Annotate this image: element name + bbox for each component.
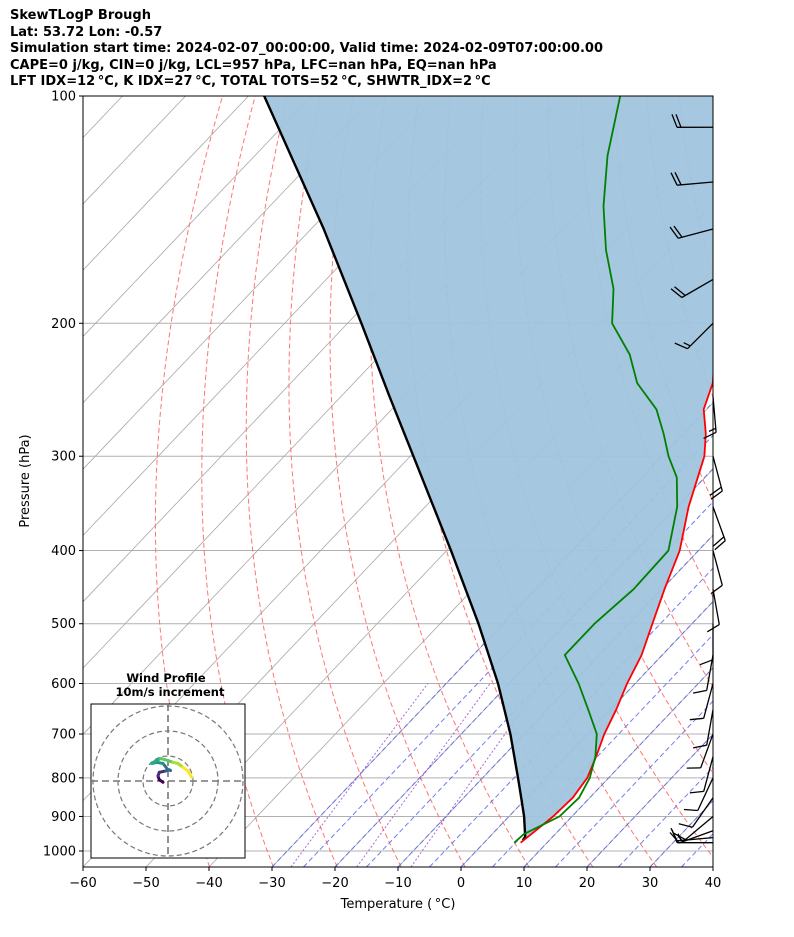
y-tick-label: 900 <box>51 810 76 825</box>
dry-adiabat-line <box>711 96 713 109</box>
dry-adiabat-line <box>154 96 224 867</box>
x-tick-label: 10 <box>516 876 533 891</box>
wind-barb <box>692 709 714 749</box>
wind-barb <box>669 225 714 239</box>
dry-adiabat-line <box>329 96 466 867</box>
x-tick-label: −10 <box>384 876 411 891</box>
moist-adiabat-line <box>303 434 713 867</box>
x-tick-label: −60 <box>69 876 96 891</box>
y-axis-label: Pressure (hPa) <box>18 434 33 527</box>
isotherm-line <box>83 96 438 470</box>
parcel-profile-line <box>263 96 527 841</box>
x-tick-label: −20 <box>321 876 348 891</box>
x-tick-label: 30 <box>642 876 659 891</box>
wind-barb <box>683 777 714 812</box>
dry-adiabat-line <box>369 96 530 867</box>
wind-profile-inset: Wind Profile 10m/s increment <box>90 671 246 859</box>
inset-subtitle: 10m/s increment <box>116 685 225 699</box>
moist-adiabat-line <box>460 600 713 867</box>
wind-barb <box>689 756 714 794</box>
wind-barb <box>670 172 714 186</box>
x-tick-label: 0 <box>457 876 465 891</box>
x-tick-label: 20 <box>579 876 596 891</box>
temperature-profile-line <box>520 366 713 844</box>
wind-barb <box>689 683 714 721</box>
wind-barb <box>706 589 720 633</box>
wind-barb <box>678 797 714 828</box>
mixing-ratio-line <box>356 683 491 867</box>
moist-adiabat-line <box>745 96 794 867</box>
x-tick-label: −50 <box>132 876 159 891</box>
y-tick-label: 700 <box>51 728 76 743</box>
inset-title: Wind Profile <box>126 671 206 685</box>
wind-barb <box>699 623 714 666</box>
cape-cin-shading <box>264 96 713 841</box>
plot-area <box>83 96 794 867</box>
moist-adiabat-line <box>649 799 713 867</box>
y-tick-label: 800 <box>51 771 76 786</box>
moist-adiabat-line <box>271 401 713 867</box>
isotherm-line <box>712 866 713 867</box>
mixing-ratio-line <box>290 683 429 867</box>
chart-title: SkewTLogP Brough <box>10 8 151 23</box>
x-axis-label: Temperature ( °C) <box>340 897 456 912</box>
dry-adiabat-line <box>744 96 794 867</box>
y-tick-label: 400 <box>51 544 76 559</box>
wind-barb <box>670 278 714 299</box>
moist-adiabat-line <box>523 667 713 867</box>
isotherm-line <box>83 96 249 271</box>
wind-barb <box>671 114 714 128</box>
dry-adiabat-line <box>245 96 338 867</box>
location-line: Lat: 53.72 Lon: -0.57 <box>10 24 163 40</box>
x-tick-label: −30 <box>258 876 285 891</box>
moist-adiabat-line <box>618 766 713 867</box>
convective-params-line: CAPE=0 j/kg, CIN=0 j/kg, LCL=957 hPa, LF… <box>10 57 497 73</box>
wind-barb <box>712 506 726 551</box>
dry-adiabat-line <box>777 96 794 867</box>
wind-barb <box>709 456 723 500</box>
x-tick-label: 40 <box>705 876 722 891</box>
hodograph-segment <box>186 769 194 779</box>
x-axis-ticks: −60 −50 −40 −30 −20 −10 0 10 20 30 40 <box>69 867 721 891</box>
wind-barb <box>669 830 714 844</box>
isotherm-line <box>83 96 375 404</box>
wind-barb <box>672 815 714 841</box>
y-axis-ticks: 100 200 300 400 500 600 700 800 900 1000 <box>43 90 83 860</box>
y-tick-label: 100 <box>51 90 76 105</box>
dewpoint-profile-line <box>513 96 679 844</box>
y-tick-label: 500 <box>51 617 76 632</box>
wind-barbs <box>669 114 726 844</box>
y-tick-label: 300 <box>51 450 76 465</box>
y-tick-label: 1000 <box>43 845 76 860</box>
wind-barb <box>703 396 717 439</box>
wind-barb <box>692 654 714 694</box>
x-tick-label: −40 <box>195 876 222 891</box>
dry-adiabat-line <box>288 96 402 867</box>
moist-adiabat-line <box>712 866 713 867</box>
dry-adiabat-line <box>201 96 274 867</box>
wind-barb <box>710 550 723 595</box>
y-tick-label: 600 <box>51 677 76 692</box>
y-tick-label: 200 <box>51 317 76 332</box>
wind-barb <box>686 733 714 769</box>
chart-header: SkewTLogP Brough Lat: 53.72 Lon: -0.57 S… <box>10 8 603 91</box>
moist-adiabat-line <box>555 700 713 867</box>
time-line: Simulation start time: 2024-02-07_00:00:… <box>10 41 603 56</box>
stability-indices-line: LFT IDX=12 °C, K IDX=27 °C, TOTAL TOTS=5… <box>10 74 491 89</box>
moist-adiabat-line <box>586 733 713 867</box>
wind-barb <box>674 322 714 350</box>
